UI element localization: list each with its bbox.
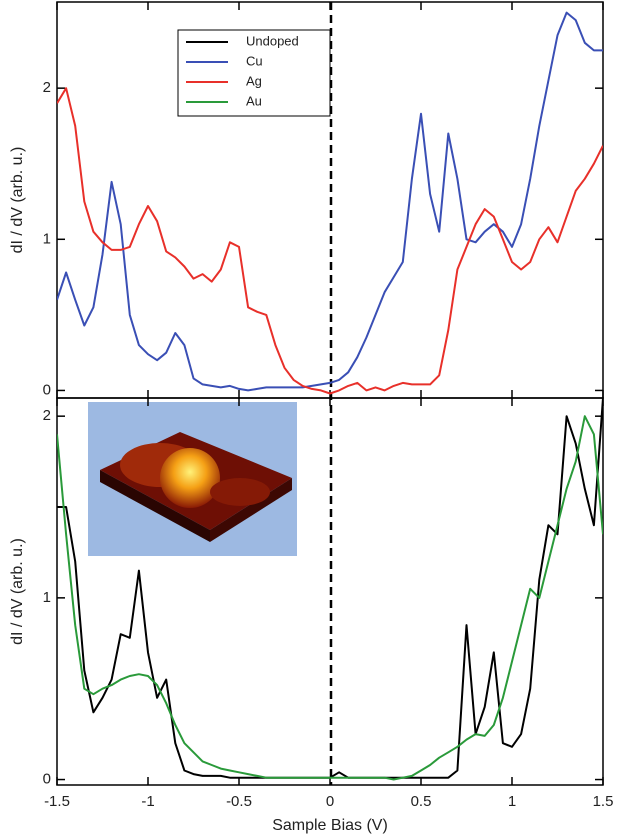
x-tick-label: -1.5 <box>44 793 70 810</box>
x-tick-label: -1 <box>141 793 154 810</box>
inset-image <box>88 402 297 556</box>
plot-lines <box>57 11 603 395</box>
y-tick-label: 0 <box>43 771 51 788</box>
legend-label: Ag <box>246 73 262 88</box>
y-tick-label: 1 <box>43 230 51 247</box>
y-tick-label: 2 <box>43 407 51 424</box>
legend-label: Cu <box>246 53 263 68</box>
x-tick-label: 1.5 <box>593 793 614 810</box>
y-axis-label: dI / dV (arb. u.) <box>9 538 26 645</box>
legend: Undoped Cu Ag Au <box>177 29 331 117</box>
data-line <box>57 87 603 395</box>
plot-lines <box>57 398 603 781</box>
y-tick-label: 2 <box>43 79 51 96</box>
y-tick-label: 1 <box>43 589 51 606</box>
data-line <box>57 11 603 392</box>
x-tick-label: -0.5 <box>226 793 252 810</box>
legend-label: Au <box>246 93 262 108</box>
legend-label: Undoped <box>246 33 299 48</box>
x-axis-label: Sample Bias (V) <box>272 817 388 834</box>
y-tick-label: 0 <box>43 381 51 398</box>
x-tick-label: 0.5 <box>411 793 432 810</box>
x-tick-label: 0 <box>326 793 334 810</box>
y-axis-label: dI / dV (arb. u.) <box>9 147 26 254</box>
x-tick-label: 1 <box>508 793 516 810</box>
data-line <box>57 415 603 781</box>
